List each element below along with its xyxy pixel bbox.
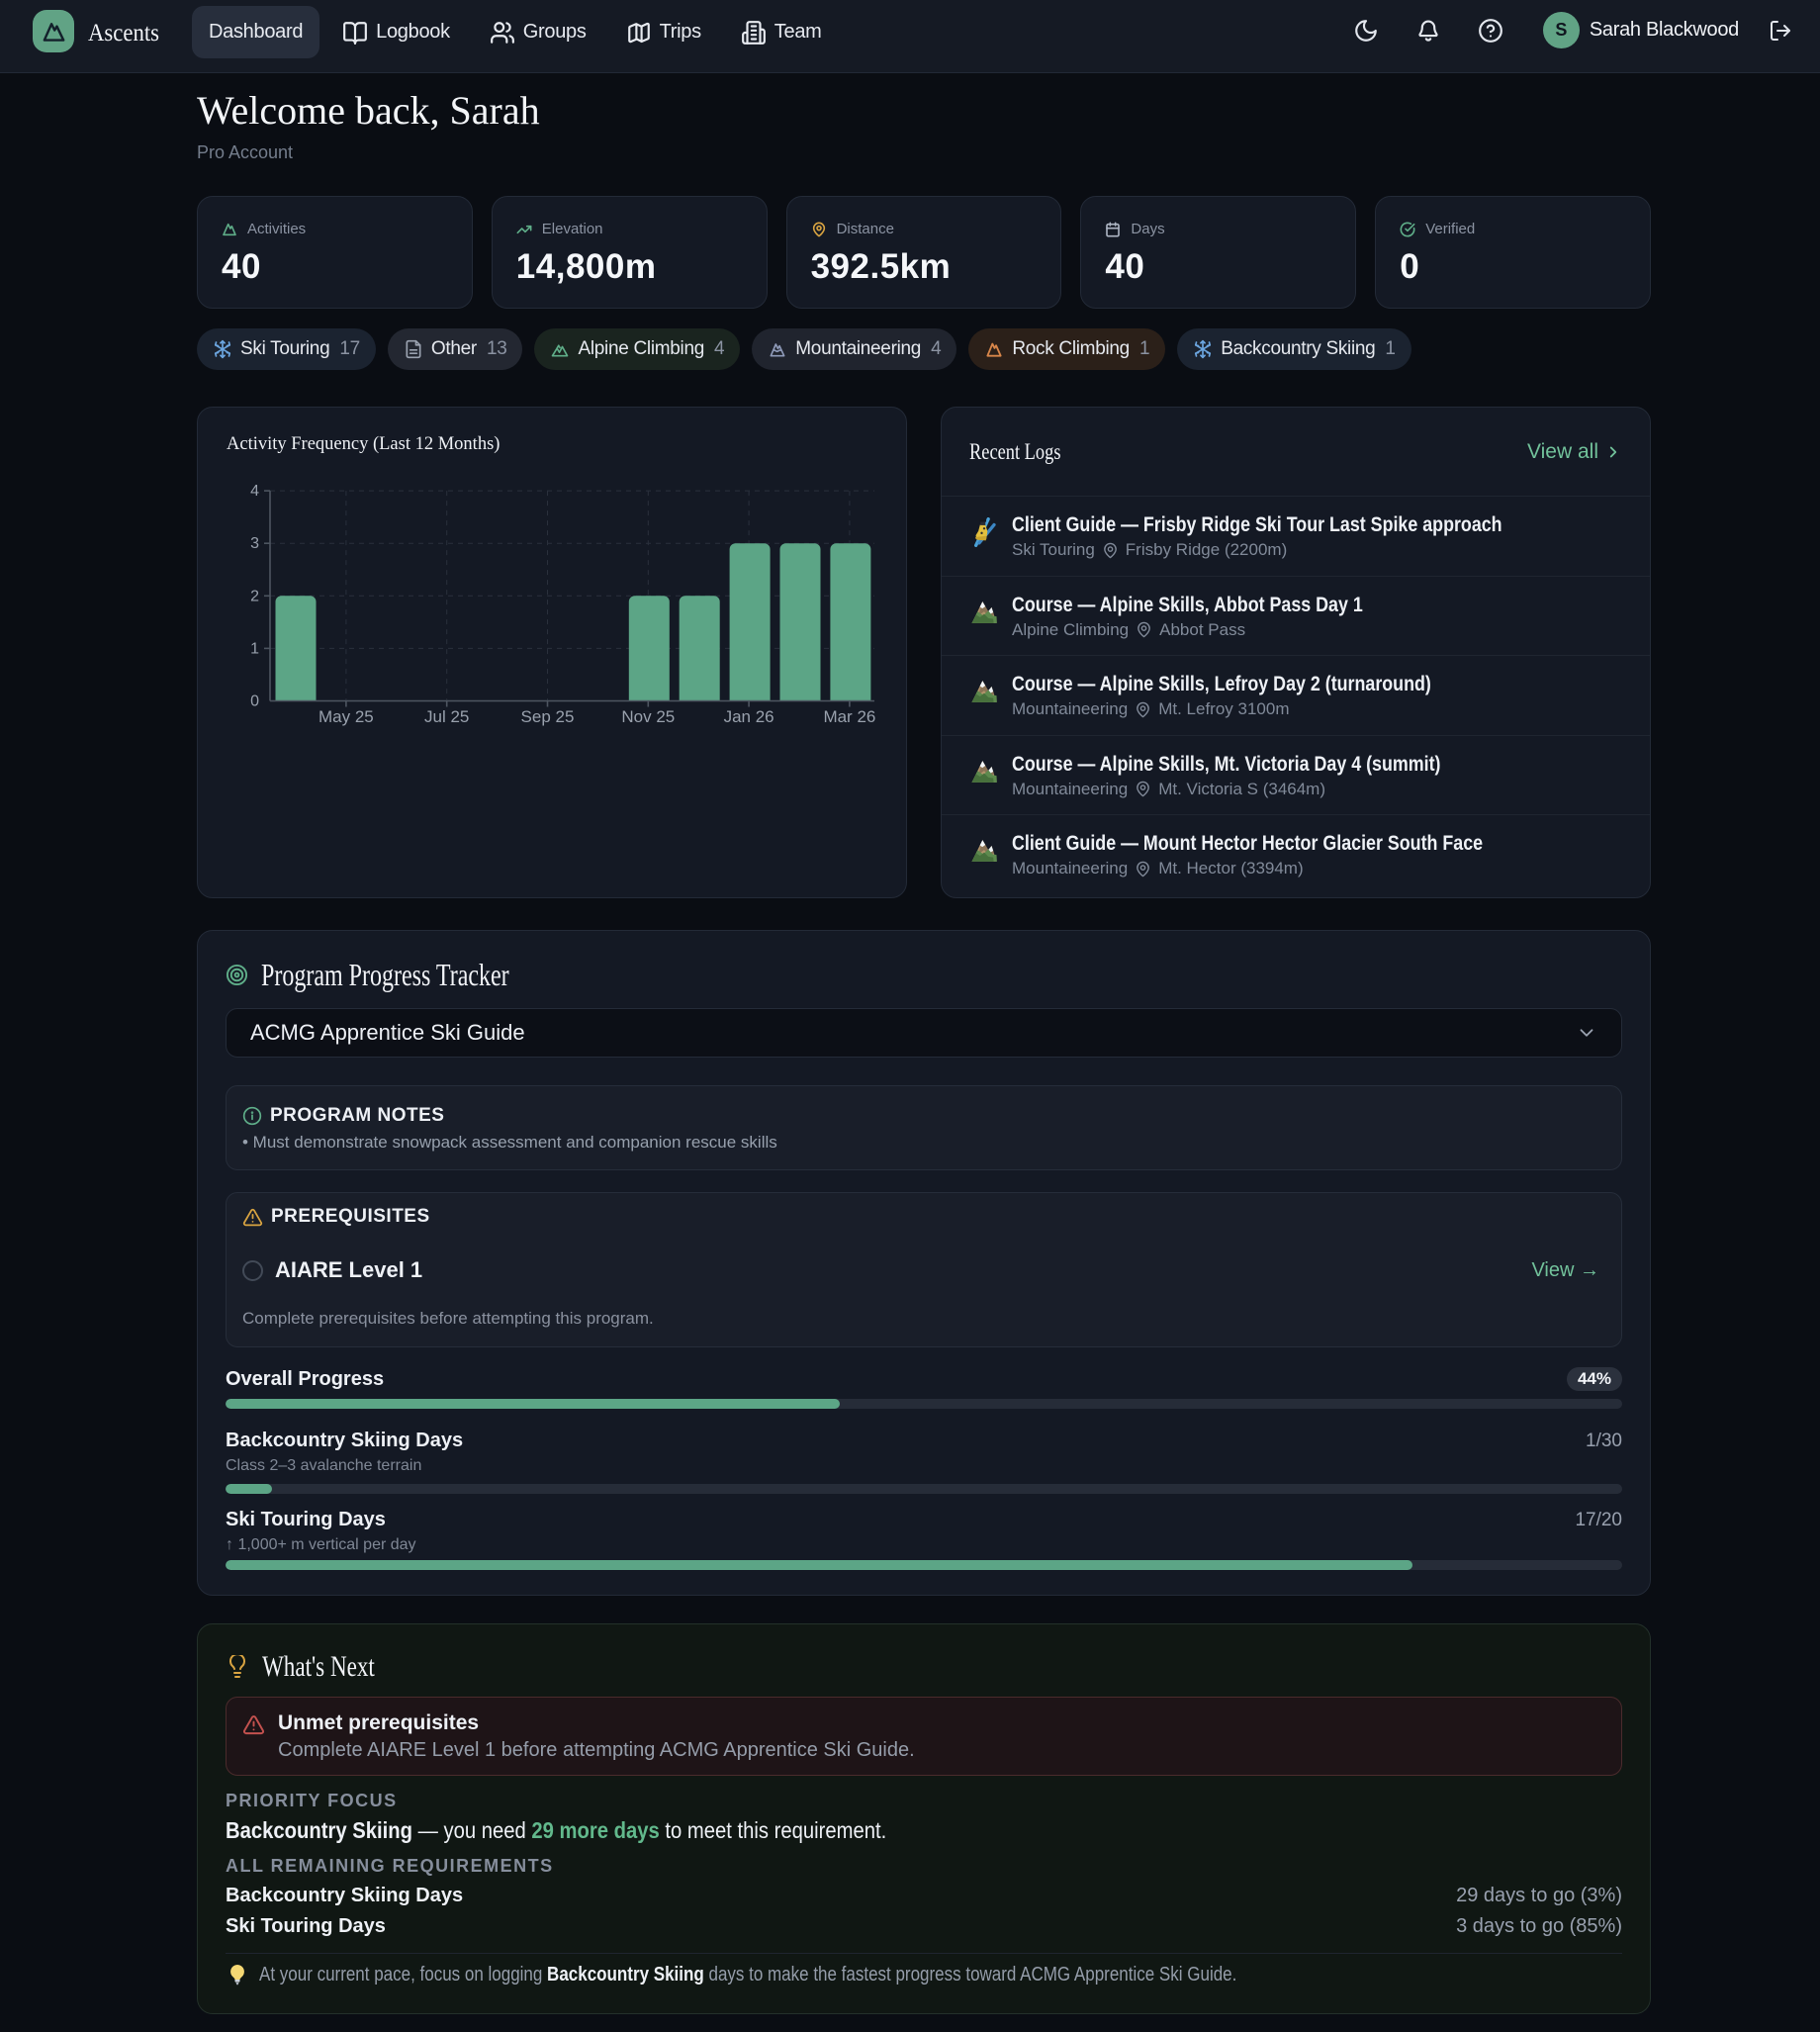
- svg-text:Jan 26: Jan 26: [724, 707, 774, 726]
- svg-text:2: 2: [250, 588, 259, 604]
- svg-text:0: 0: [250, 693, 259, 710]
- svg-text:May 25: May 25: [318, 707, 374, 726]
- svg-text:Sep 25: Sep 25: [521, 707, 575, 726]
- svg-text:3: 3: [250, 535, 259, 552]
- svg-text:4: 4: [250, 483, 259, 500]
- svg-text:Nov 25: Nov 25: [621, 707, 675, 726]
- svg-text:Jul 25: Jul 25: [424, 707, 469, 726]
- svg-text:1: 1: [250, 640, 259, 657]
- svg-text:Mar 26: Mar 26: [823, 707, 875, 726]
